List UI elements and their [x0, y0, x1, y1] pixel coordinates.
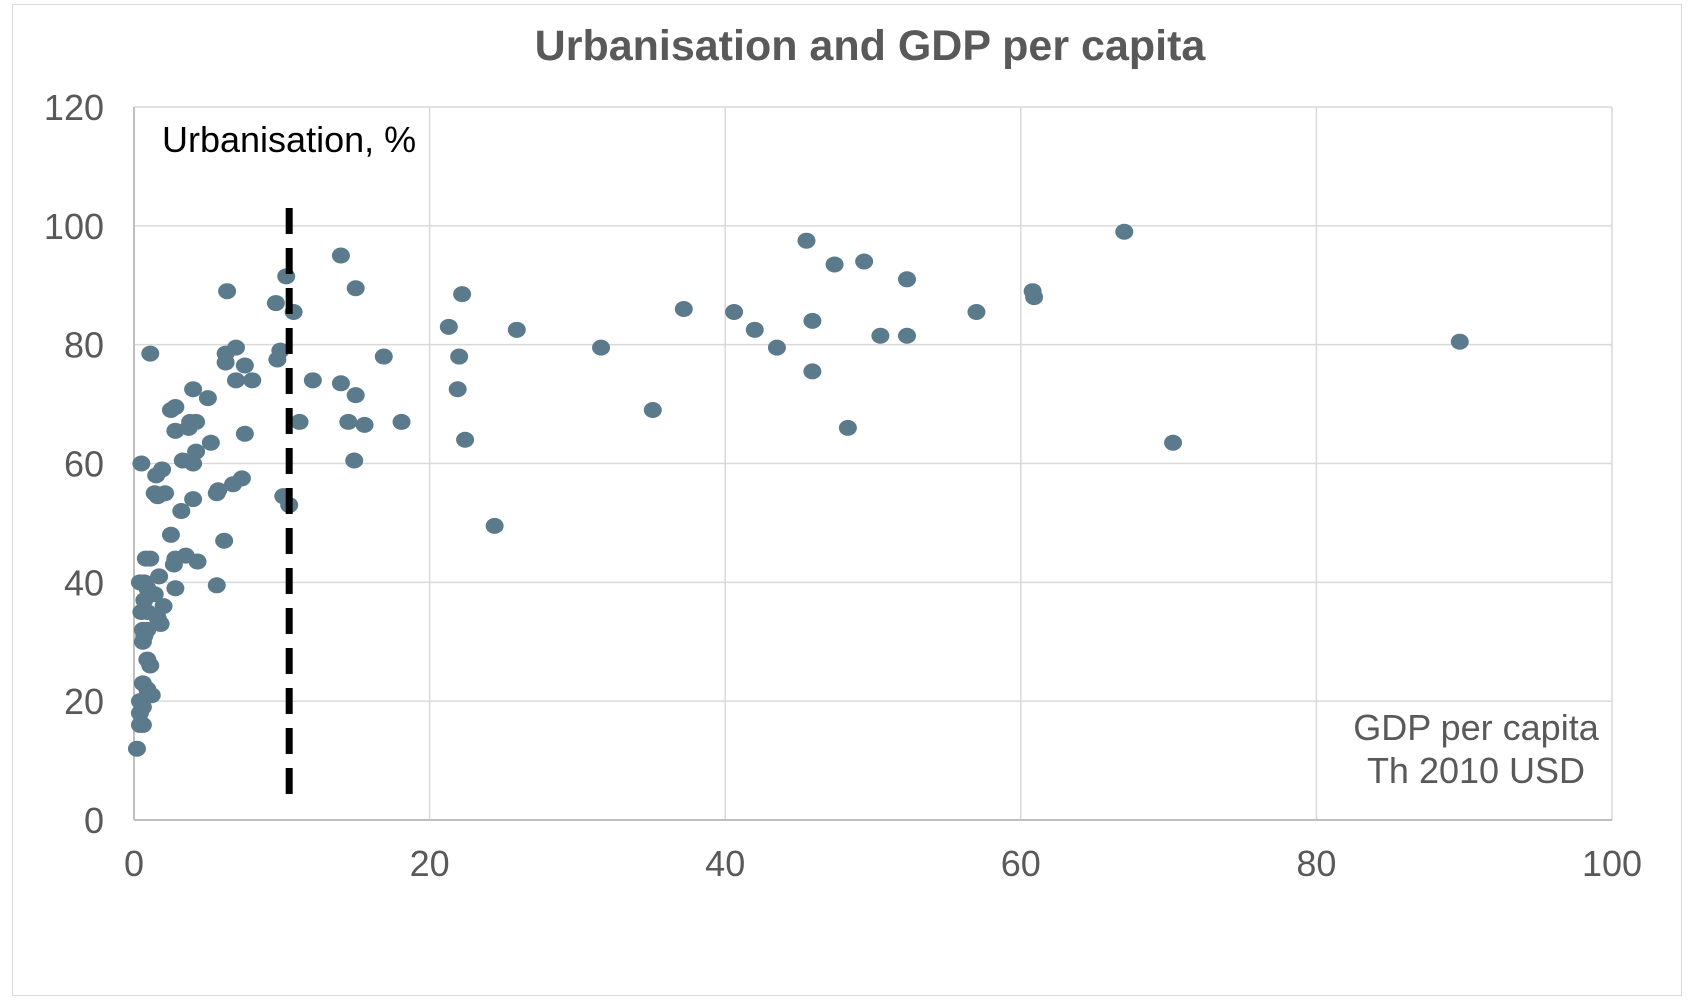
data-point	[166, 399, 185, 416]
data-point	[138, 621, 157, 638]
data-point	[215, 532, 234, 549]
data-point	[290, 413, 309, 430]
data-point	[127, 740, 146, 757]
data-point	[201, 434, 220, 451]
data-point	[135, 574, 154, 591]
data-point	[448, 381, 467, 398]
data-point	[133, 716, 152, 733]
data-point	[450, 348, 469, 365]
data-point	[346, 387, 365, 404]
data-point	[803, 312, 822, 329]
data-point	[507, 321, 526, 338]
data-point	[141, 345, 160, 362]
data-point	[235, 425, 254, 442]
data-point	[331, 247, 350, 264]
data-point	[331, 375, 350, 392]
data-point	[725, 303, 744, 320]
data-point	[243, 372, 262, 389]
data-point	[838, 419, 857, 436]
data-point	[166, 580, 185, 597]
data-point	[767, 339, 786, 356]
data-point	[485, 517, 504, 534]
data-point	[374, 348, 393, 365]
data-point	[218, 283, 237, 300]
data-point	[967, 303, 986, 320]
data-point	[871, 327, 890, 344]
data-points	[127, 223, 1469, 757]
y-axis-annotation: Urbanisation, %	[162, 119, 416, 160]
y-tick-label: 20	[64, 681, 104, 722]
x-tick-label: 60	[1001, 843, 1041, 884]
data-point	[154, 598, 173, 615]
chart-title: Urbanisation and GDP per capita	[534, 22, 1206, 70]
data-point	[1023, 283, 1042, 300]
data-point	[232, 470, 251, 487]
data-point	[172, 503, 191, 520]
x-tick-labels: 0 20 40 60 80 100	[124, 843, 1642, 884]
data-point	[132, 455, 151, 472]
data-point	[1450, 333, 1469, 350]
data-point	[136, 550, 155, 567]
data-point	[138, 651, 157, 668]
y-tick-label: 40	[64, 562, 104, 603]
y-tick-label: 100	[44, 206, 104, 247]
data-point	[303, 372, 322, 389]
data-point	[855, 253, 874, 270]
y-tick-labels: 0 20 40 60 80 100 120	[44, 87, 104, 841]
data-point	[674, 301, 693, 318]
x-tick-label: 0	[124, 843, 144, 884]
data-point	[346, 280, 365, 297]
data-point	[355, 416, 374, 433]
data-point	[226, 372, 245, 389]
data-point	[825, 256, 844, 273]
data-point	[138, 681, 157, 698]
data-point	[803, 363, 822, 380]
x-tick-label: 80	[1296, 843, 1336, 884]
data-point	[173, 452, 192, 469]
data-point	[392, 413, 411, 430]
data-point	[339, 413, 358, 430]
data-point	[592, 339, 611, 356]
data-point	[643, 402, 662, 419]
data-point	[745, 321, 764, 338]
data-point	[184, 491, 203, 508]
data-point	[209, 482, 228, 499]
y-tick-label: 60	[64, 444, 104, 485]
y-tick-label: 120	[44, 87, 104, 128]
data-point	[188, 553, 207, 570]
data-point	[226, 339, 245, 356]
data-point	[153, 461, 172, 478]
x-axis-annotation-line-1: GDP per capita	[1353, 707, 1599, 748]
data-point	[266, 295, 285, 312]
x-tick-label: 20	[410, 843, 450, 884]
data-point	[271, 342, 290, 359]
data-point	[187, 443, 206, 460]
data-point	[345, 452, 364, 469]
x-tick-label: 40	[705, 843, 745, 884]
data-point	[161, 526, 180, 543]
data-point	[187, 413, 206, 430]
data-point	[1115, 223, 1134, 240]
data-point	[897, 271, 916, 288]
data-point	[453, 286, 472, 303]
data-point	[198, 390, 217, 407]
y-tick-label: 80	[64, 325, 104, 366]
x-tick-label: 100	[1582, 843, 1642, 884]
y-tick-label: 0	[84, 800, 104, 841]
data-point	[456, 431, 475, 448]
data-point	[235, 357, 254, 374]
data-point	[439, 318, 458, 335]
data-point	[1164, 434, 1183, 451]
data-point	[156, 485, 175, 502]
x-axis-annotation-line-2: Th 2010 USD	[1367, 750, 1585, 791]
data-point	[184, 381, 203, 398]
data-point	[132, 604, 151, 621]
data-point	[897, 327, 916, 344]
data-point	[207, 577, 226, 594]
data-point	[797, 232, 816, 249]
data-point	[150, 568, 169, 585]
